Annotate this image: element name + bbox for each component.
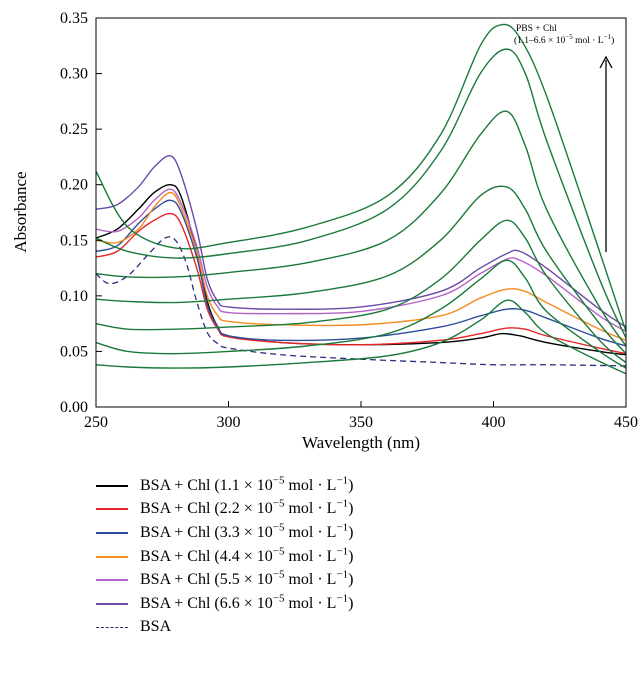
- y-tick-label: 0.15: [60, 232, 88, 249]
- pbs-chl-series-line-12: [95, 48, 627, 339]
- y-tick-label: 0.30: [60, 66, 88, 83]
- pbs-chl-series-line-11: [95, 110, 627, 347]
- annotation-line-2: (1.1–6.6 × 10−5 mol · L−1): [514, 33, 614, 46]
- legend-item: BSA + Chl (6.6 × 10−5 mol · L−1): [96, 592, 516, 616]
- legend-swatch: [96, 508, 128, 511]
- series-line-3: [95, 191, 627, 341]
- legend-swatch: [96, 531, 128, 534]
- legend-label: BSA + Chl (4.4 × 10−5 mol · L−1): [140, 545, 354, 565]
- legend: BSA + Chl (1.1 × 10−5 mol · L−1) BSA + C…: [96, 474, 516, 639]
- x-tick-label: 250: [84, 414, 108, 431]
- legend-label: BSA + Chl (1.1 × 10−5 mol · L−1): [140, 474, 354, 494]
- legend-swatch: [96, 555, 128, 558]
- pbs-chl-series-line-9: [95, 219, 627, 364]
- legend-label: BSA + Chl (6.6 × 10−5 mol · L−1): [140, 592, 354, 612]
- legend-item: BSA + Chl (1.1 × 10−5 mol · L−1): [96, 474, 516, 498]
- legend-swatch: [96, 484, 128, 487]
- axis-ticks: 250 300 350 400 450 0.00 0.05 0.10 0.15 0.20 0.25 0…: [60, 10, 638, 431]
- y-tick-label: 0.35: [60, 10, 88, 27]
- legend-swatch: [96, 626, 128, 628]
- plot-lines: [95, 23, 627, 375]
- y-tick-label: 0.05: [60, 343, 88, 360]
- y-axis-title: Absorbance: [11, 171, 30, 252]
- pbs-chl-series-line-8: [95, 259, 627, 369]
- legend-swatch: [96, 602, 128, 605]
- series-line-4: [95, 188, 627, 333]
- series-line-5: [95, 155, 627, 328]
- legend-item: BSA + Chl (2.2 × 10−5 mol · L−1): [96, 498, 516, 522]
- pbs-chl-series-line-7: [95, 299, 627, 375]
- legend-label: BSA + Chl (2.2 × 10−5 mol · L−1): [140, 498, 354, 518]
- x-axis-title: Wavelength (nm): [302, 433, 420, 452]
- legend-item: BSA + Chl (5.5 × 10−5 mol · L−1): [96, 568, 516, 592]
- x-tick-label: 450: [614, 414, 638, 431]
- series-line-1: [95, 212, 627, 355]
- pbs-chl-series-line-13: [95, 23, 627, 332]
- annotation: PBS + Chl (1.1–6.6 × 10−5 mol · L−1): [514, 24, 614, 252]
- y-tick-label: 0.10: [60, 288, 88, 305]
- legend-label: BSA + Chl (5.5 × 10−5 mol · L−1): [140, 568, 354, 589]
- y-tick-label: 0.20: [60, 177, 88, 194]
- legend-label: BSA: [140, 618, 172, 636]
- arrow-head: [599, 55, 613, 69]
- y-tick-label: 0.00: [60, 399, 88, 416]
- chart-plot: 250 300 350 400 450 0.00 0.05 0.10 0.15 0.20 0.25 0…: [11, 10, 638, 452]
- legend-item: BSA + Chl (3.3 × 10−5 mol · L−1): [96, 521, 516, 545]
- x-tick-label: 350: [349, 414, 373, 431]
- plot-frame: [95, 17, 627, 408]
- annotation-line-1: PBS + Chl: [516, 24, 557, 34]
- legend-item: BSA: [96, 616, 516, 640]
- pbs-chl-series-line-10: [95, 185, 627, 355]
- series-line-2: [95, 199, 627, 347]
- legend-label: BSA + Chl (3.3 × 10−5 mol · L−1): [140, 521, 354, 541]
- x-tick-label: 300: [217, 414, 241, 431]
- series-line-6: [95, 236, 627, 367]
- y-tick-label: 0.25: [60, 121, 88, 138]
- legend-swatch: [96, 579, 128, 582]
- x-tick-label: 400: [482, 414, 506, 431]
- legend-item: BSA + Chl (4.4 × 10−5 mol · L−1): [96, 545, 516, 569]
